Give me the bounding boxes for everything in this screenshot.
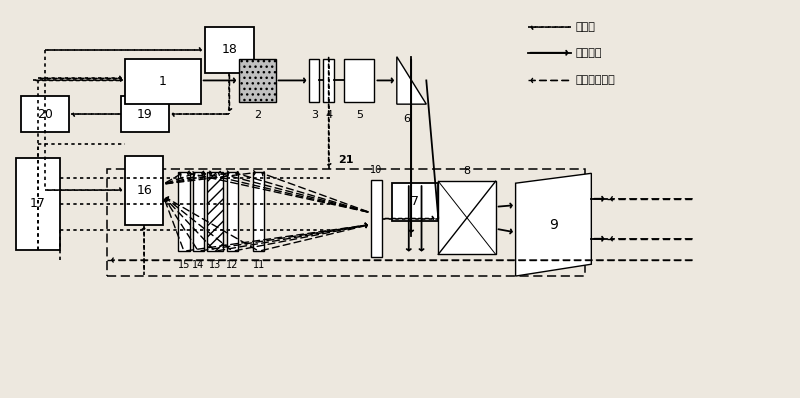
Text: 17: 17 — [30, 197, 46, 211]
Bar — [178, 172, 190, 251]
Text: 15: 15 — [178, 260, 190, 270]
Bar — [22, 96, 69, 132]
Text: 14: 14 — [192, 260, 205, 270]
Text: 13: 13 — [209, 260, 221, 270]
Text: 6: 6 — [403, 114, 410, 124]
Bar — [309, 59, 319, 102]
Bar — [205, 27, 254, 72]
Bar — [239, 59, 276, 102]
Bar — [323, 59, 334, 102]
Text: 12: 12 — [226, 260, 238, 270]
Bar — [207, 172, 223, 251]
Text: 7: 7 — [411, 195, 419, 209]
Text: 2: 2 — [254, 110, 261, 120]
Bar — [227, 172, 238, 251]
Text: 8: 8 — [463, 166, 470, 176]
Text: 9: 9 — [549, 218, 558, 232]
Text: 10: 10 — [370, 165, 382, 175]
Text: 5: 5 — [356, 110, 363, 120]
Bar — [125, 156, 163, 225]
Text: 11: 11 — [253, 260, 265, 270]
Text: 16: 16 — [136, 183, 152, 197]
Text: 21: 21 — [338, 155, 354, 166]
Text: 20: 20 — [38, 107, 53, 121]
Bar — [370, 180, 382, 257]
Text: 入射光线: 入射光线 — [575, 48, 602, 58]
Bar — [438, 181, 496, 254]
Bar — [193, 172, 204, 251]
Polygon shape — [397, 57, 426, 104]
Text: 信号线: 信号线 — [575, 22, 595, 32]
Text: 后向散射光线: 后向散射光线 — [575, 76, 615, 86]
Bar — [16, 158, 59, 250]
Bar — [254, 172, 265, 251]
Bar — [106, 170, 585, 276]
Text: 18: 18 — [222, 43, 238, 56]
Bar — [121, 96, 169, 132]
Text: 19: 19 — [137, 107, 153, 121]
Bar — [392, 183, 438, 221]
Polygon shape — [515, 173, 591, 276]
Text: 4: 4 — [325, 110, 332, 120]
Text: 3: 3 — [310, 110, 318, 120]
Bar — [125, 59, 201, 104]
Bar — [344, 59, 374, 102]
Text: 1: 1 — [159, 75, 166, 88]
